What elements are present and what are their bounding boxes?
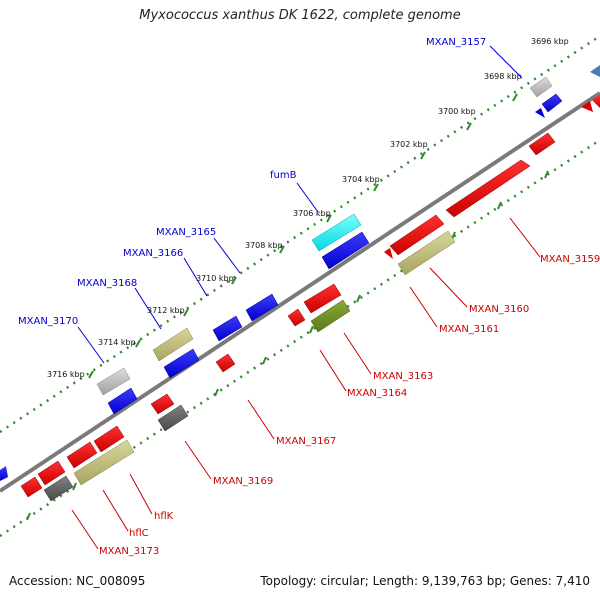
- gene-arrow: [581, 101, 593, 112]
- kbp-label: 3716 kbp: [47, 370, 85, 379]
- gene-label: MXAN_3170: [18, 316, 78, 327]
- map-title: Myxococcus xanthus DK 1622, complete gen…: [139, 8, 461, 23]
- gene-arrow: [215, 353, 236, 373]
- gene-arrow: [529, 76, 553, 98]
- gene-arrow: [310, 299, 351, 333]
- kbp-label: 3696 kbp: [531, 37, 569, 46]
- gene-arrow: [163, 348, 200, 379]
- kbp-label: 3700 kbp: [438, 107, 476, 116]
- scale-track-upper: [0, 34, 600, 434]
- kbp-label: 3710 kbp: [196, 274, 234, 283]
- gene-label: MXAN_3159: [540, 254, 600, 265]
- gene-arrow: [311, 213, 362, 252]
- accession-label: Accession: NC_008095: [9, 574, 146, 588]
- gene-arrow: [303, 283, 342, 314]
- gene-arrow: [107, 387, 138, 415]
- callouts-reverse: [71, 217, 541, 550]
- gene-arrow: [592, 95, 600, 108]
- gene-arrow: [212, 315, 243, 342]
- gene-arrow: [73, 439, 135, 486]
- gene-arrow: [535, 108, 545, 118]
- gene-arrow: [389, 214, 445, 256]
- gene-features: [0, 65, 600, 502]
- callouts-forward: [77, 45, 523, 364]
- gene-label: fumB: [270, 170, 297, 181]
- gene-label: MXAN_3173: [99, 546, 159, 557]
- major-ticks: [26, 93, 549, 521]
- genome-summary: Topology: circular; Length: 9,139,763 bp…: [260, 574, 590, 588]
- gene-arrow: [43, 475, 74, 502]
- gene-arrow: [384, 248, 393, 259]
- kbp-label: 3712 kbp: [147, 306, 185, 315]
- gene-label: MXAN_3167: [276, 436, 336, 447]
- gene-arrow: [321, 231, 370, 270]
- genome-backbone: [0, 91, 600, 493]
- gene-arrow: [397, 230, 456, 276]
- gene-label: MXAN_3157: [426, 37, 486, 48]
- gene-arrow: [445, 159, 531, 218]
- gene-arrow: [96, 367, 131, 396]
- gene-arrow: [150, 393, 175, 415]
- gene-label: MXAN_3160: [469, 304, 529, 315]
- gene-arrow: [0, 466, 8, 481]
- gene-arrow: [152, 327, 194, 362]
- gene-label: MXAN_3161: [439, 324, 499, 335]
- gene-arrow: [287, 308, 306, 327]
- gene-arrow: [245, 293, 279, 322]
- gene-arrow: [590, 65, 600, 77]
- kbp-label: 3706 kbp: [293, 209, 331, 218]
- kbp-label: 3714 kbp: [98, 338, 136, 347]
- gene-arrow: [157, 404, 189, 432]
- gene-label: MXAN_3169: [213, 476, 273, 487]
- gene-label: hflC: [129, 528, 149, 539]
- gene-arrow: [93, 425, 125, 453]
- gene-arrow: [37, 460, 66, 486]
- gene-label: MXAN_3165: [156, 227, 216, 238]
- kbp-label: 3702 kbp: [390, 140, 428, 149]
- gene-arrow: [20, 476, 43, 498]
- gene-arrow: [66, 441, 98, 469]
- gene-label: MXAN_3166: [123, 248, 183, 259]
- kbp-label: 3708 kbp: [245, 241, 283, 250]
- gene-arrow: [541, 93, 563, 113]
- gene-label: hflK: [154, 511, 174, 522]
- kbp-label: 3698 kbp: [484, 72, 522, 81]
- gene-arrow: [528, 132, 556, 156]
- gene-label: MXAN_3164: [347, 388, 407, 399]
- gene-label: MXAN_3163: [373, 371, 433, 382]
- kbp-label: 3704 kbp: [342, 175, 380, 184]
- gene-label: MXAN_3168: [77, 278, 137, 289]
